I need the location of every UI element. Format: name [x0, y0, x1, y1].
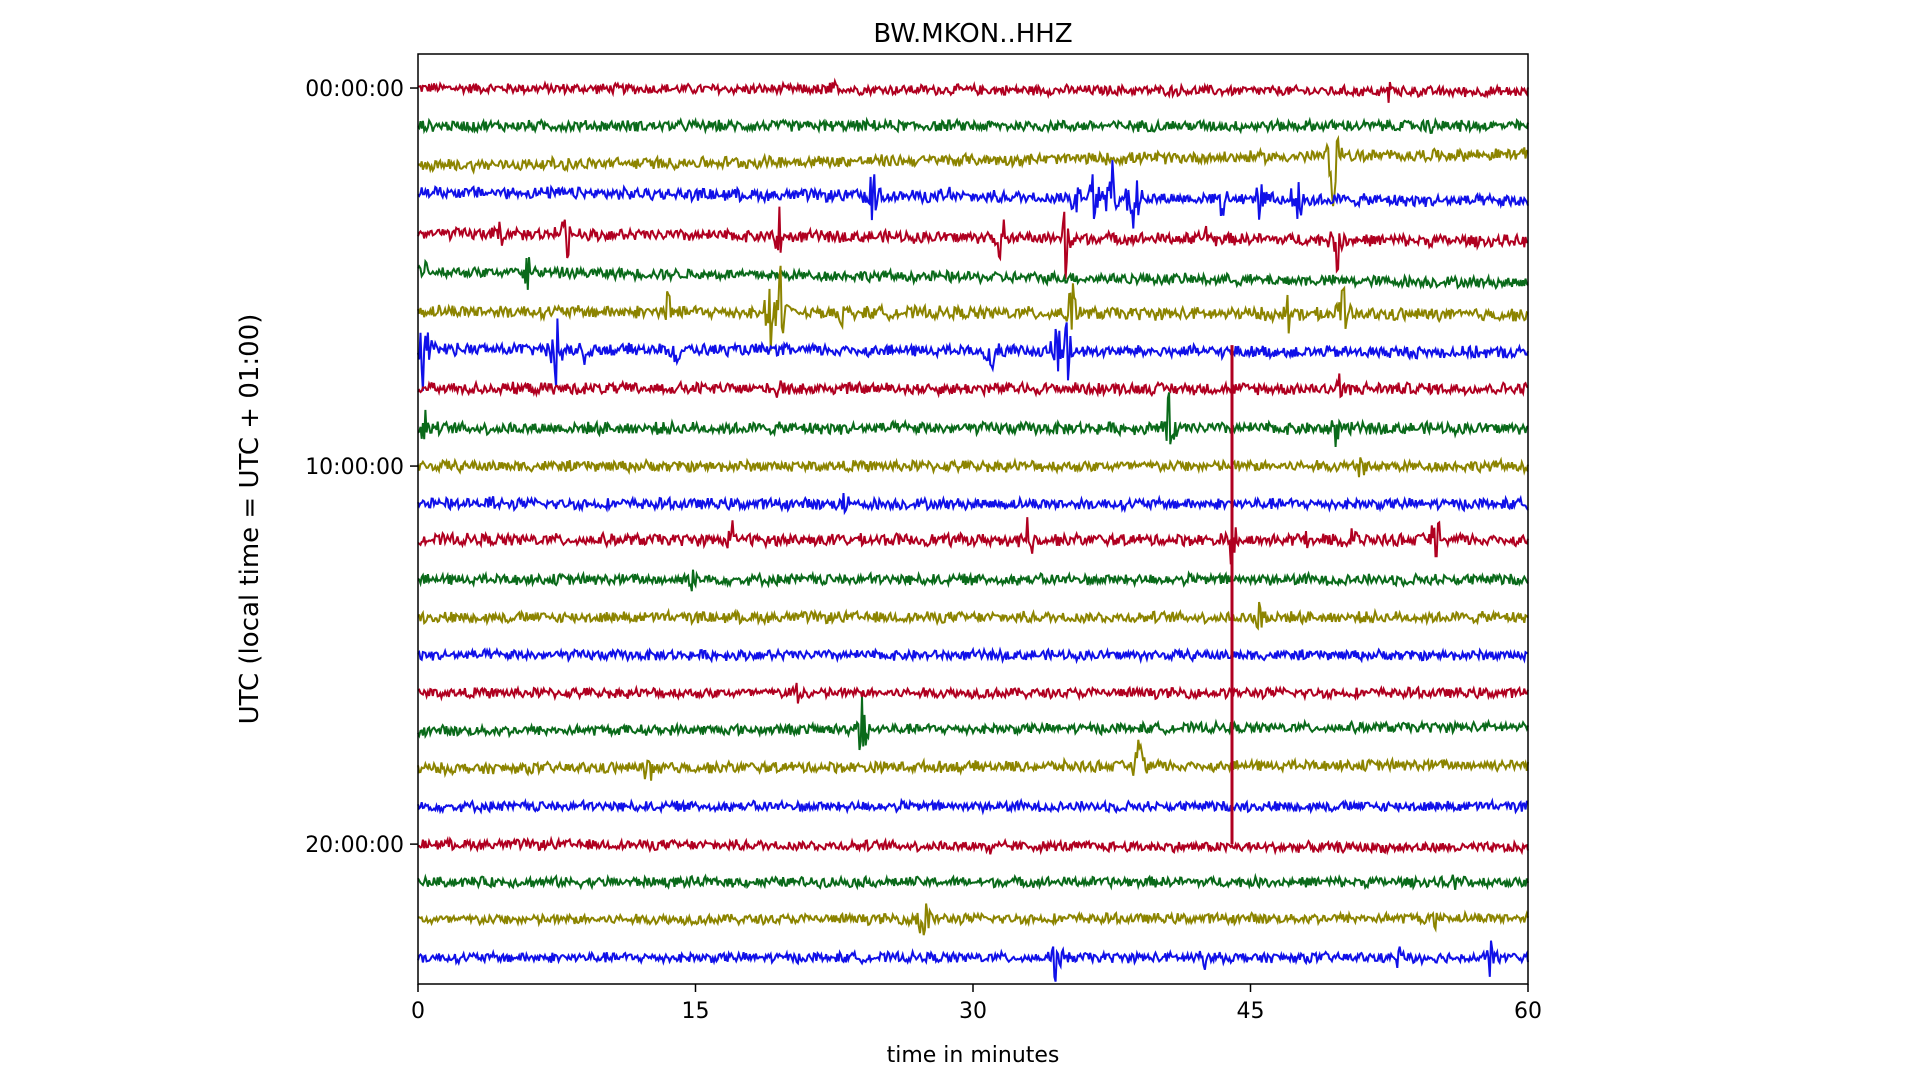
y-tick-label: 10:00:00	[305, 455, 404, 480]
y-tick-label: 20:00:00	[305, 833, 404, 858]
x-axis: 0 15 30 45 60	[411, 984, 1542, 1024]
trace-hour-10	[417, 456, 1529, 478]
trace-hour-4	[417, 206, 1528, 280]
trace-hour-22	[417, 903, 1529, 936]
x-axis-label: time in minutes	[887, 1043, 1060, 1068]
trace-hour-1	[417, 116, 1529, 135]
x-tick-label: 15	[682, 999, 710, 1024]
trace-hour-9	[417, 392, 1529, 447]
y-axis: 00:00:00 10:00:00 20:00:00	[305, 77, 418, 858]
trace-hour-7	[417, 318, 1529, 391]
trace-hour-0	[417, 77, 1529, 103]
trace-hour-17	[417, 696, 1529, 751]
trace-hour-18	[417, 739, 1529, 781]
trace-hour-20	[417, 835, 1529, 856]
trace-hour-12	[417, 517, 1529, 565]
trace-hour-3	[417, 160, 1529, 229]
trace-hour-19	[417, 797, 1529, 816]
x-tick-label: 30	[959, 999, 987, 1024]
y-tick-label: 00:00:00	[305, 77, 404, 102]
trace-hour-23	[417, 940, 1529, 982]
trace-hour-6	[417, 265, 1529, 351]
x-tick-label: 60	[1514, 999, 1542, 1024]
trace-hour-8	[417, 373, 1529, 399]
x-tick-label: 45	[1237, 999, 1265, 1024]
trace-hour-15	[417, 646, 1529, 665]
trace-hour-11	[417, 493, 1529, 516]
y-axis-label: UTC (local time = UTC + 01:00)	[235, 314, 265, 725]
trace-layer	[417, 77, 1529, 982]
trace-hour-2	[417, 134, 1529, 207]
trace-hour-5	[417, 257, 1529, 291]
trace-hour-21	[417, 872, 1529, 891]
x-tick-label: 0	[411, 999, 425, 1024]
chart-title: BW.MKON..HHZ	[873, 19, 1072, 49]
trace-hour-14	[418, 601, 1529, 631]
trace-hour-16	[417, 682, 1529, 704]
trace-hour-13	[417, 569, 1529, 592]
